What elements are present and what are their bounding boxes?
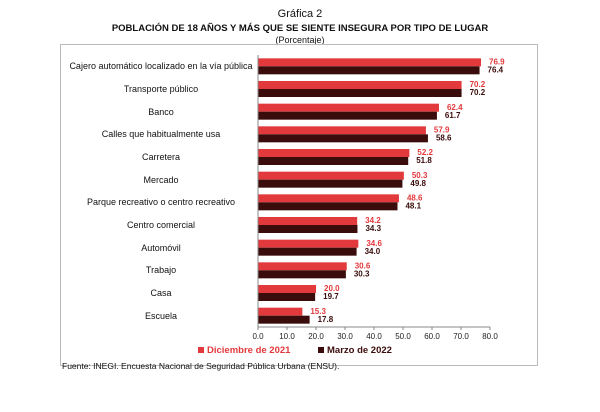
bar [258,149,410,157]
bar [258,194,399,203]
bar [258,247,357,256]
bar [258,81,462,89]
legend-label: Marzo de 2022 [327,345,392,356]
bar [258,315,310,324]
category-label: Automóvil [141,242,181,253]
bar [258,293,316,301]
category-label: Casa [150,288,172,298]
chart-label: Gráfica 2 [277,8,323,20]
category-label: Calles que habitualmente usa [101,129,221,140]
bar [258,157,409,165]
x-tick-label: 20.0 [308,332,324,341]
category-label: Transporte público [123,84,199,94]
value-label: 34.2 [365,216,381,225]
bar [258,103,439,112]
x-tick-label: 70.0 [453,332,469,341]
bar [258,217,358,225]
value-label: 30.3 [354,269,370,278]
x-tick-label: 50.0 [395,332,411,341]
value-label: 70.2 [470,88,486,97]
value-label: 62.4 [447,103,463,112]
bar [258,58,482,67]
chart-title: POBLACIÓN DE 18 AÑOS Y MÁS QUE SE SIENTE… [111,23,489,34]
category-label: Banco [148,106,174,117]
value-label: 76.9 [489,57,505,66]
value-label: 57.9 [434,125,450,134]
value-label: 48.1 [405,201,421,210]
value-label: 51.8 [416,156,432,165]
bar [258,134,428,143]
bar [258,202,398,211]
value-label: 15.3 [310,307,326,316]
bar [258,307,303,316]
category-label: Escuela [144,310,178,321]
x-tick-label: 40.0 [366,332,382,341]
chart-subtitle: (Porcentaje) [275,35,325,45]
source: Fuente: INEGI. Encuesta Nacional de Segu… [62,361,340,371]
value-label: 30.6 [355,261,371,270]
chart-frame [60,44,538,366]
legend-label: Diciembre de 2021 [207,345,291,356]
value-label: 34.0 [365,247,381,256]
value-label: 52.2 [417,148,433,157]
x-tick-label: 80.0 [482,332,498,341]
bar [258,179,403,188]
x-tick-label: 10.0 [279,332,295,341]
x-tick-label: 60.0 [424,332,440,341]
legend-swatch [318,347,324,353]
category-label: Mercado [143,174,179,185]
bar [258,126,426,135]
value-label: 20.0 [324,284,340,293]
bar [258,111,437,120]
category-label: Trabajo [145,265,177,276]
category-label: Centro comercial [126,220,196,230]
bar [258,239,359,248]
value-label: 76.4 [488,65,504,74]
value-label: 19.7 [323,292,339,301]
category-label: Parque recreativo o centro recreativo [86,197,236,208]
value-label: 34.6 [366,239,382,248]
value-label: 50.3 [412,171,428,180]
bar [258,89,462,97]
value-label: 70.2 [470,80,486,89]
bar [258,285,316,293]
bar [258,270,346,279]
value-label: 49.8 [410,179,426,188]
bar [258,171,404,180]
x-tick-label: 30.0 [337,332,353,341]
bar [258,262,347,271]
x-tick-label: 0.0 [252,332,264,341]
value-label: 34.3 [365,224,381,233]
value-label: 61.7 [445,111,461,120]
value-label: 58.6 [436,133,452,142]
category-label: Cajero automático localizado en la vía p… [69,61,253,72]
legend-swatch [198,347,204,353]
value-label: 48.6 [407,193,423,202]
bar [258,225,358,233]
category-label: Carretera [141,152,180,162]
bar [258,66,480,75]
value-label: 17.8 [318,315,334,324]
